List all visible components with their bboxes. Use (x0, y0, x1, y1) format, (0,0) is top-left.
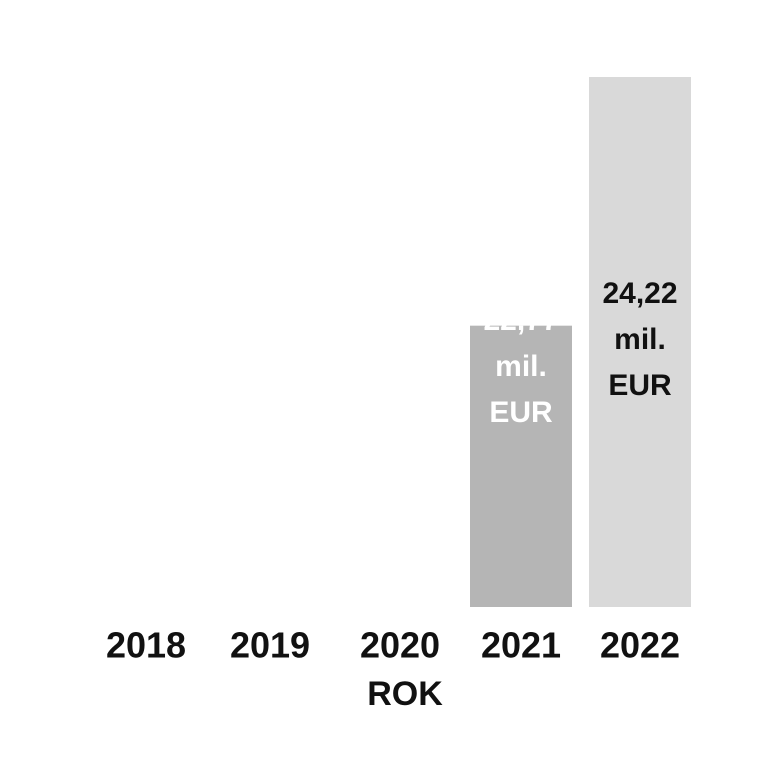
bar-data-label-2022-line3: EUR (608, 369, 672, 402)
bars-group (470, 77, 691, 607)
bar-2021 (470, 325, 572, 607)
bar-data-label-2019-line2: mil. (244, 399, 296, 432)
bar-labels-group: 19,2 mil. EUR 19,73 mil. EUR 21,11 mil. EUR 22,77… (114, 277, 677, 487)
category-label-2020: 2020 (360, 625, 440, 666)
category-label-2021: 2021 (481, 625, 561, 666)
category-labels-group: 2018 2019 2020 2021 2022 (106, 625, 680, 666)
bar-data-label-2021-line3: EUR (489, 396, 553, 429)
bar-data-label-2021-line2: mil. (495, 350, 547, 383)
bar-data-label-2018-line3: EUR (114, 454, 178, 487)
bar-data-label-2020-line1: 21,11 (363, 323, 436, 356)
x-axis-title: ROK (367, 675, 443, 713)
bar-data-label-2018-line1: 19,2 (117, 362, 175, 395)
bar-data-label-2019-line3: EUR (238, 445, 302, 478)
bar-data-label-2019-line1: 19,73 (232, 353, 307, 386)
bar-data-label-2021-line1: 22,77 (483, 304, 558, 337)
bar-data-label-2022-line2: mil. (614, 323, 666, 356)
bar-data-label-2020-line2: mil. (374, 369, 426, 402)
bar-data-label-2020-line3: EUR (368, 415, 432, 448)
bar-data-label-2022-line1: 24,22 (602, 277, 677, 310)
category-label-2022: 2022 (600, 625, 680, 666)
bar-2022 (589, 77, 691, 607)
category-label-2019: 2019 (230, 625, 310, 666)
category-label-2018: 2018 (106, 625, 186, 666)
bar-data-label-2018-line2: mil. (120, 408, 172, 441)
